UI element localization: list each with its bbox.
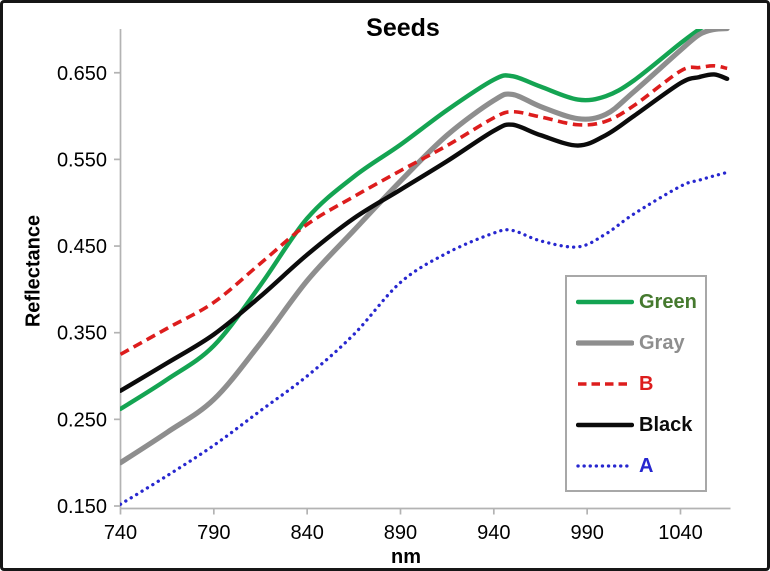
series-line-green xyxy=(120,29,704,412)
x-tick-label: 740 xyxy=(104,522,137,544)
y-tick-label: 0.650 xyxy=(57,63,107,85)
x-tick-label: 1040 xyxy=(658,522,703,544)
x-axis-title: nm xyxy=(391,546,421,568)
legend-item-gray: Gray xyxy=(576,333,705,353)
legend-sample-b xyxy=(578,381,632,386)
y-tick-label: 0.450 xyxy=(57,236,107,258)
legend-item-green: Green xyxy=(576,292,705,312)
y-tick-label: 0.350 xyxy=(57,323,107,345)
legend-item-black: Black xyxy=(576,415,705,435)
legend-item-b: B xyxy=(576,374,705,394)
series-line-a xyxy=(120,170,729,506)
legend-box: Green Gray B Black A xyxy=(565,275,707,492)
legend-sample-gray xyxy=(576,339,634,346)
y-axis-title: Reflectance xyxy=(22,214,45,328)
legend-sample-black xyxy=(576,422,634,427)
legend-sample-green xyxy=(576,299,634,304)
plot-area: 0.150 0.250 0.350 0.450 0.550 0.650 740 790 840 8… xyxy=(57,29,731,544)
legend-sample-a xyxy=(576,463,634,468)
series-line-black xyxy=(120,72,730,393)
y-tick-label: 0.550 xyxy=(57,149,107,171)
x-tick-label: 790 xyxy=(197,522,230,544)
series-line-gray xyxy=(120,29,730,466)
chart-title: Seeds xyxy=(366,14,440,42)
x-tick-label: 940 xyxy=(477,522,510,544)
legend-label-green: Green xyxy=(639,290,697,313)
y-tick-label: 0.150 xyxy=(57,496,107,518)
y-tick-label: 0.250 xyxy=(57,409,107,431)
x-tick-label: 890 xyxy=(384,522,417,544)
legend-label-b: B xyxy=(639,372,654,395)
legend-label-black: Black xyxy=(639,413,693,436)
series-line-b xyxy=(120,64,728,356)
x-tick-label: 840 xyxy=(290,522,323,544)
legend-label-a: A xyxy=(639,454,654,477)
x-tick-label: 990 xyxy=(570,522,603,544)
legend-item-a: A xyxy=(576,456,705,476)
legend-label-gray: Gray xyxy=(639,331,685,354)
